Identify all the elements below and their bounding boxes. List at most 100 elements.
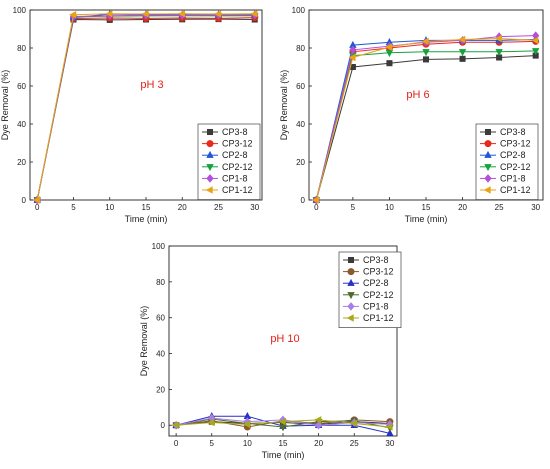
series-CP1-12 <box>32 10 258 204</box>
legend-marker <box>206 150 214 158</box>
data-point <box>386 428 394 437</box>
legend-marker <box>347 278 355 286</box>
legend-label: CP3-12 <box>500 139 531 149</box>
data-point <box>459 55 466 62</box>
legend-marker <box>484 174 492 183</box>
x-tick-label: 0 <box>174 439 179 448</box>
y-tick-label: 0 <box>161 421 166 430</box>
x-tick-label: 5 <box>351 203 356 212</box>
ph-annotation: pH 6 <box>406 89 429 101</box>
legend-marker <box>347 268 355 276</box>
legend-label: CP3-12 <box>363 267 394 277</box>
data-point <box>279 424 287 432</box>
data-point <box>349 45 357 55</box>
x-tick-label: 0 <box>35 203 40 212</box>
x-tick-label: 20 <box>314 439 323 448</box>
legend-label: CP1-12 <box>500 185 531 195</box>
legend-marker <box>205 186 213 194</box>
legend-label: CP3-12 <box>222 139 253 149</box>
y-tick-label: 80 <box>296 44 305 53</box>
data-point <box>141 10 149 18</box>
data-point <box>385 43 393 51</box>
legend-marker <box>484 164 492 172</box>
data-point <box>531 36 539 45</box>
y-tick-label: 60 <box>17 82 26 91</box>
legend-marker <box>206 140 214 148</box>
ph-annotation: pH 10 <box>270 333 299 345</box>
chart-panel-2: 0 5 10 15 20 25 30 0 20 40 60 80 100 Time (min) Dye Re… <box>279 6 544 224</box>
legend-marker <box>484 128 492 136</box>
legend-label: CP1-8 <box>500 173 526 183</box>
x-tick-label: 10 <box>105 203 114 212</box>
legend-marker <box>346 314 354 322</box>
x-tick-label: 10 <box>243 439 252 448</box>
legend-label: CP3-8 <box>363 255 389 265</box>
x-tick-label: 15 <box>279 439 288 448</box>
x-tick-label: 25 <box>495 203 504 212</box>
legend-label: CP2-8 <box>500 150 526 160</box>
legend-label: CP2-12 <box>363 290 394 300</box>
x-axis-label: Time (min) <box>262 450 305 460</box>
data-point <box>177 10 185 18</box>
y-axis-label: Dye Removal (%) <box>139 306 149 377</box>
legend-marker <box>347 302 355 311</box>
data-point <box>32 196 40 204</box>
chart-panel-3: 0 5 10 15 20 25 30 0 20 40 60 80 100 Time (min) Dye Re… <box>139 242 402 460</box>
y-tick-label: 100 <box>152 242 166 251</box>
data-point <box>386 60 393 67</box>
y-axis-label: Dye Removal (%) <box>0 70 10 141</box>
series-CP1-12 <box>171 416 393 431</box>
y-tick-label: 60 <box>296 82 305 91</box>
x-tick-label: 30 <box>250 203 259 212</box>
y-tick-label: 20 <box>156 385 165 394</box>
y-tick-label: 100 <box>13 6 27 15</box>
data-point <box>349 419 357 428</box>
data-point <box>458 49 467 57</box>
legend-label: CP3-8 <box>500 127 526 137</box>
x-tick-label: 25 <box>350 439 359 448</box>
y-tick-label: 80 <box>17 44 26 53</box>
y-tick-label: 20 <box>296 158 305 167</box>
legend-label: CP1-8 <box>363 301 389 311</box>
data-point <box>458 35 466 44</box>
x-tick-label: 30 <box>385 439 394 448</box>
y-axis-label: Dye Removal (%) <box>279 70 289 141</box>
x-axis-label: Time (min) <box>405 214 448 224</box>
x-tick-label: 25 <box>214 203 223 212</box>
legend-marker <box>347 256 355 264</box>
data-point <box>214 10 222 18</box>
data-point <box>171 421 179 429</box>
data-point <box>105 10 113 18</box>
x-axis-label: Time (min) <box>125 214 168 224</box>
legend-label: CP2-8 <box>222 150 248 160</box>
legend-marker <box>483 186 491 194</box>
y-tick-label: 40 <box>17 120 26 129</box>
legend-label: CP1-8 <box>222 173 248 183</box>
data-point <box>495 49 503 57</box>
legend-label: CP1-12 <box>222 185 253 195</box>
legend-marker <box>206 164 214 172</box>
legend-label: CP2-12 <box>500 162 531 172</box>
x-tick-label: 5 <box>71 203 76 212</box>
x-tick-label: 30 <box>531 203 540 212</box>
legend-label: CP3-8 <box>222 127 248 137</box>
ph-annotation: pH 3 <box>140 79 163 91</box>
series-CP1-12 <box>311 34 539 204</box>
data-point <box>422 56 430 63</box>
data-point <box>348 53 356 62</box>
x-tick-label: 15 <box>142 203 151 212</box>
y-tick-label: 40 <box>296 120 305 129</box>
legend-marker <box>484 150 492 158</box>
data-point <box>243 420 251 429</box>
legend-marker <box>206 174 214 183</box>
data-point <box>385 423 393 431</box>
y-tick-label: 80 <box>156 278 165 287</box>
legend-marker <box>484 140 492 148</box>
data-point <box>531 48 540 56</box>
y-tick-label: 40 <box>156 350 165 359</box>
y-tick-label: 20 <box>17 158 26 167</box>
data-point <box>315 420 323 430</box>
